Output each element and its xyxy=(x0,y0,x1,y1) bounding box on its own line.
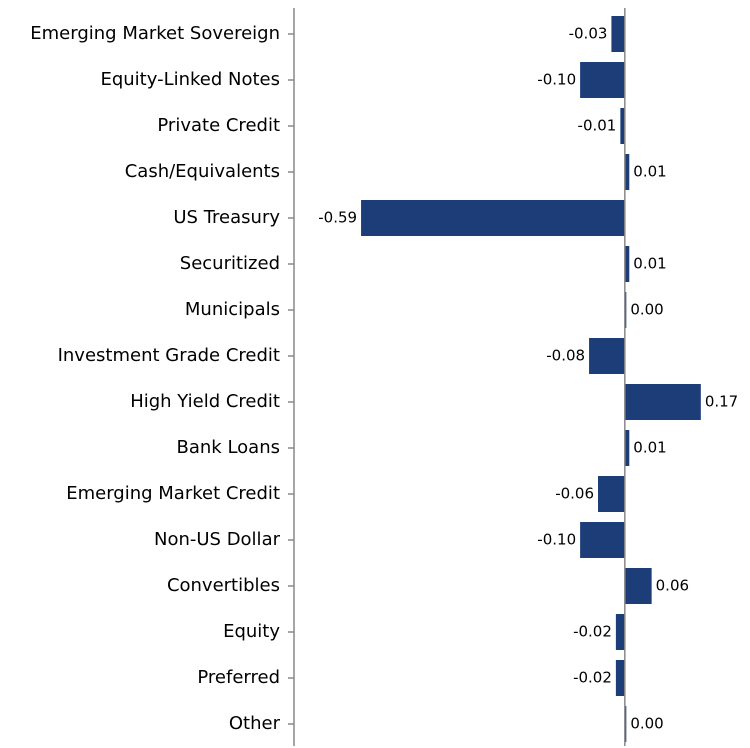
bar xyxy=(624,430,630,466)
category-label: High Yield Credit xyxy=(130,391,280,412)
category-label: US Treasury xyxy=(173,207,280,228)
bar xyxy=(624,246,630,282)
category-label: Non-US Dollar xyxy=(154,529,281,550)
category-label: Equity xyxy=(223,621,280,642)
category-label: Municipals xyxy=(185,299,280,320)
value-label: -0.02 xyxy=(573,623,612,641)
value-label: -0.03 xyxy=(569,25,608,43)
value-label: -0.10 xyxy=(537,531,576,549)
bar xyxy=(624,384,701,420)
category-label: Other xyxy=(229,713,281,734)
category-label: Convertibles xyxy=(167,575,280,596)
bar xyxy=(615,614,625,650)
bar xyxy=(580,62,625,98)
category-label: Preferred xyxy=(197,667,280,688)
value-label: -0.59 xyxy=(318,209,357,227)
value-label: 0.06 xyxy=(656,577,689,595)
category-label: Equity-Linked Notes xyxy=(100,69,280,90)
bar xyxy=(611,16,625,52)
value-label: 0.01 xyxy=(633,255,666,273)
value-label: 0.00 xyxy=(630,715,663,733)
category-label: Emerging Market Credit xyxy=(66,483,280,504)
value-label: -0.06 xyxy=(555,485,594,503)
bar xyxy=(589,338,625,374)
bar xyxy=(615,660,625,696)
value-label: -0.08 xyxy=(546,347,585,365)
value-label: 0.00 xyxy=(630,301,663,319)
category-label: Cash/Equivalents xyxy=(125,161,280,182)
category-label: Investment Grade Credit xyxy=(58,345,280,366)
bar xyxy=(624,154,630,190)
value-label: -0.02 xyxy=(573,669,612,687)
value-label: 0.01 xyxy=(633,439,666,457)
value-label: 0.17 xyxy=(705,393,738,411)
category-label: Securitized xyxy=(180,253,280,274)
bar xyxy=(361,200,625,236)
value-label: -0.10 xyxy=(537,71,576,89)
value-label: -0.01 xyxy=(578,117,617,135)
bar xyxy=(598,476,625,512)
category-label: Bank Loans xyxy=(177,437,280,458)
bar xyxy=(624,568,652,604)
bar xyxy=(580,522,625,558)
value-label: 0.01 xyxy=(633,163,666,181)
category-label: Emerging Market Sovereign xyxy=(30,23,280,44)
category-label: Private Credit xyxy=(157,115,280,136)
bar xyxy=(620,108,625,144)
